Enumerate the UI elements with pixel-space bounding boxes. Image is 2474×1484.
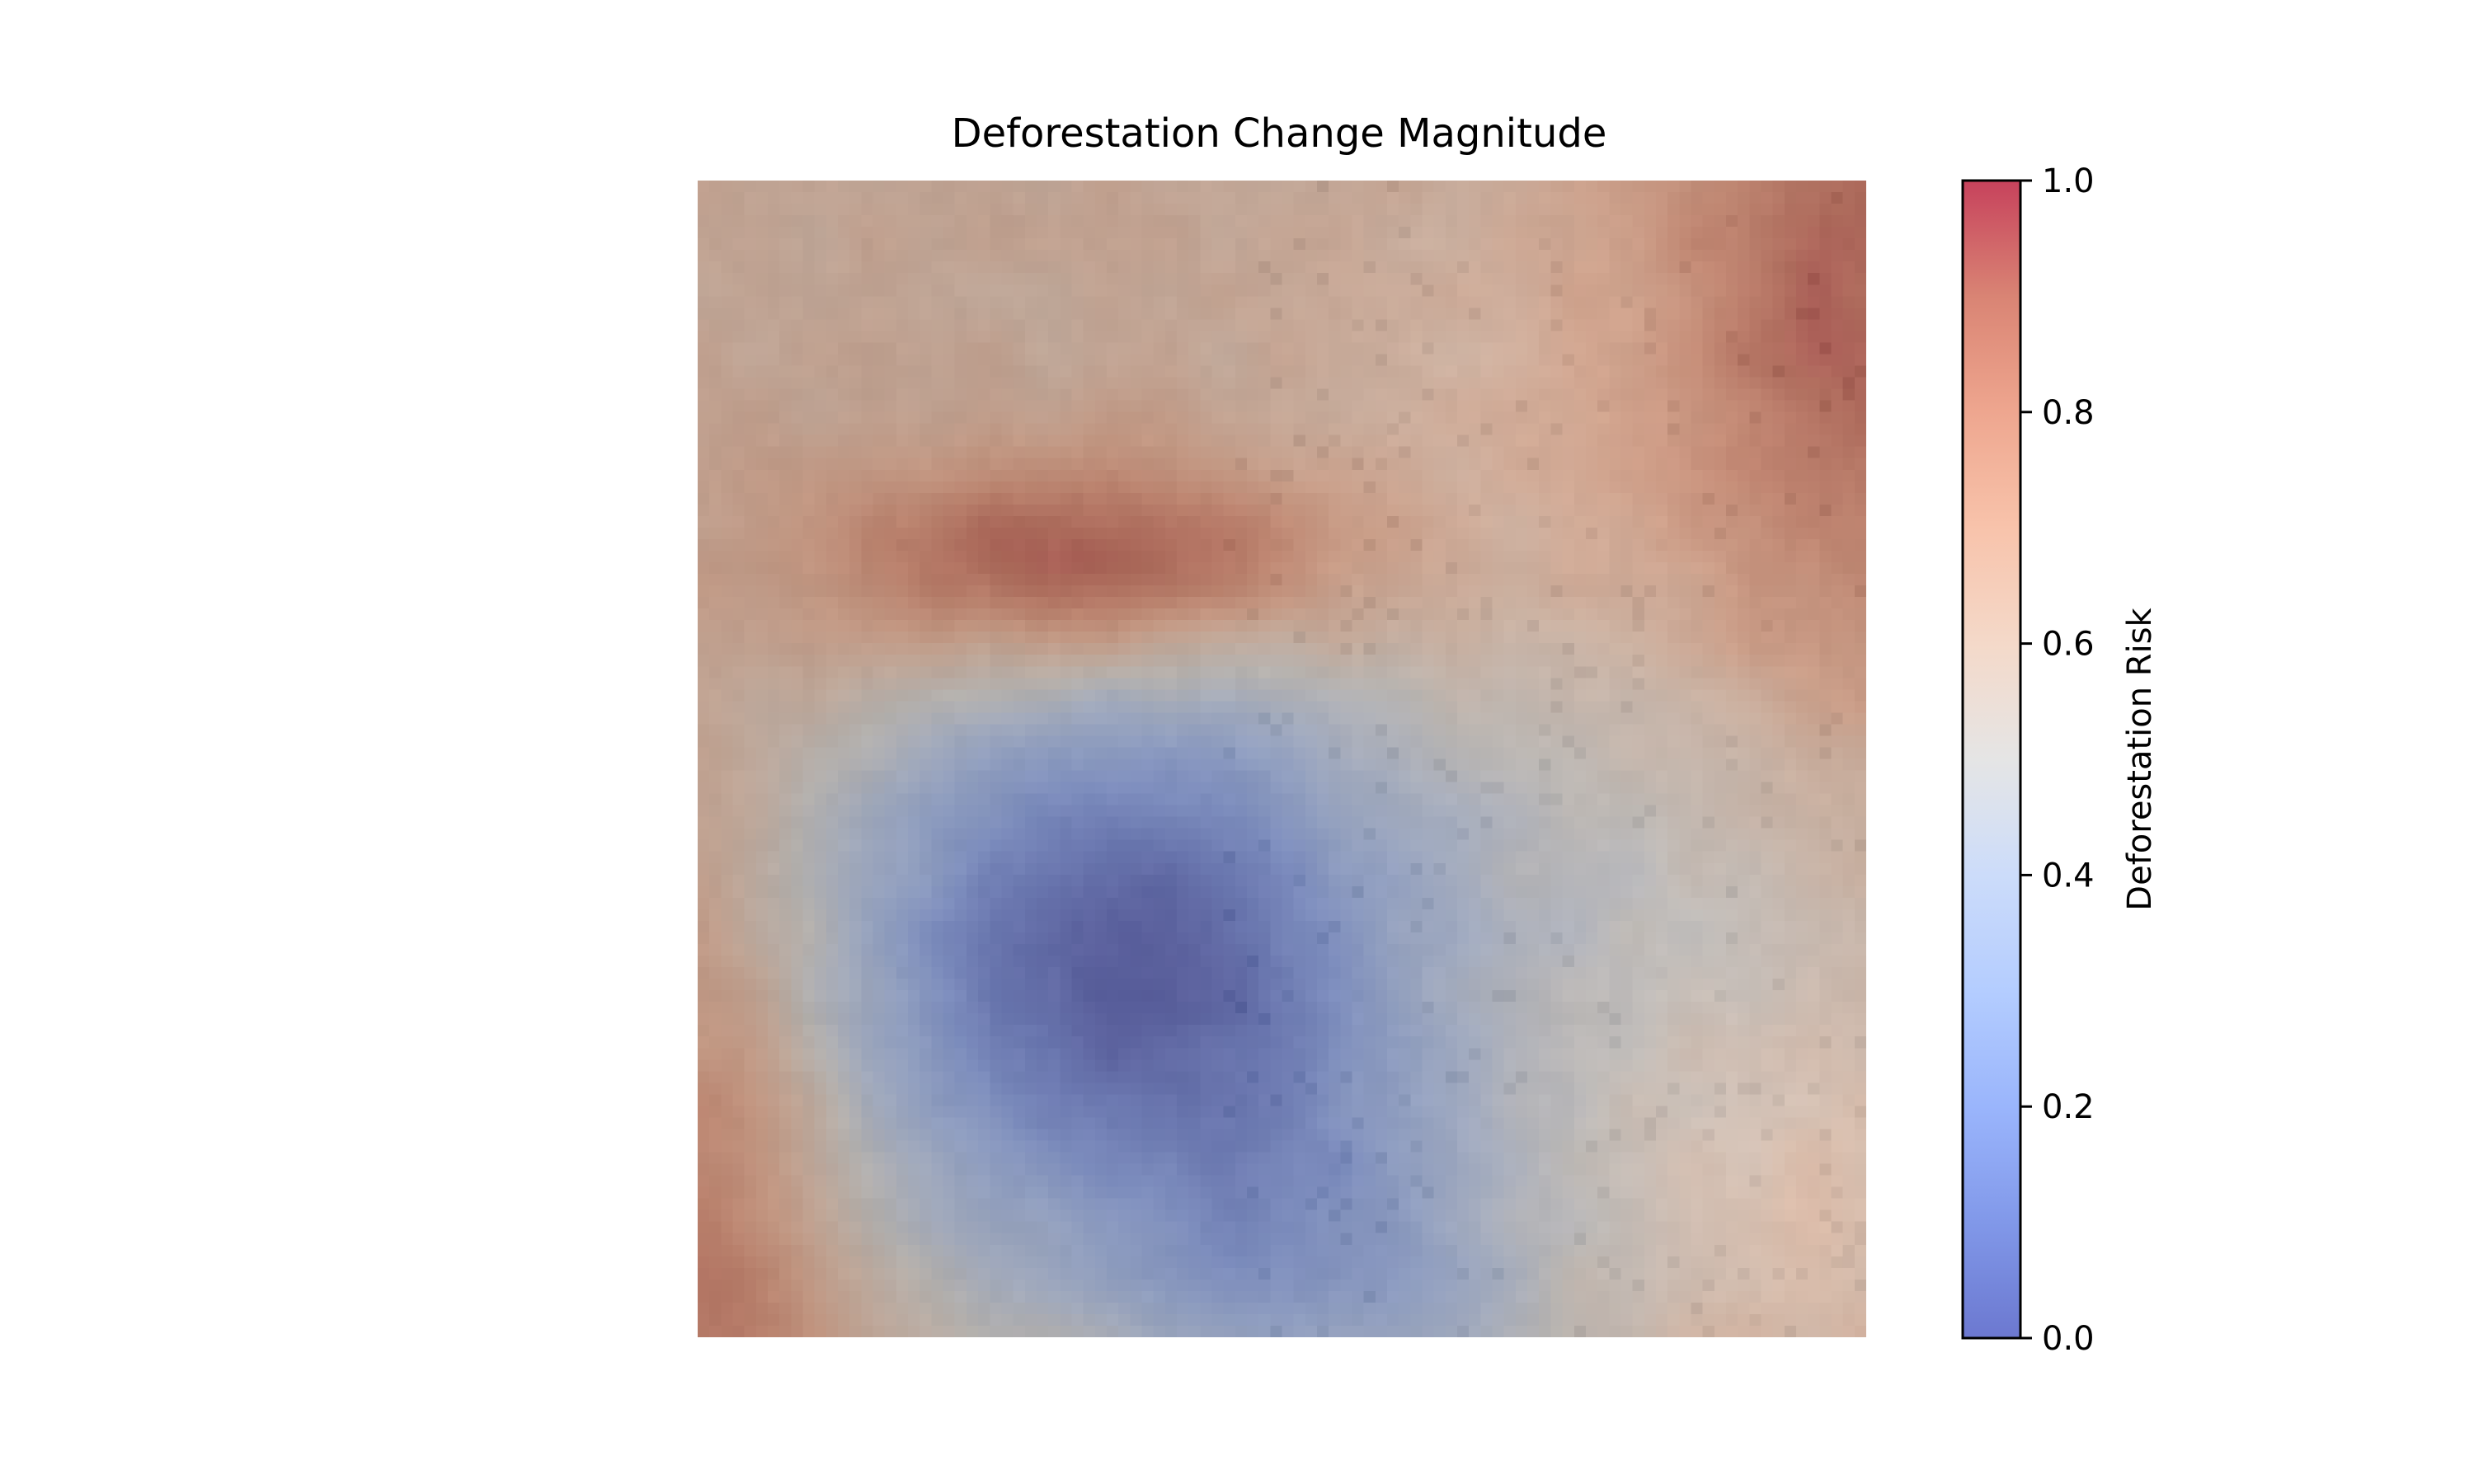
chart-title: Deforestation Change Magnitude bbox=[951, 110, 1607, 157]
colorbar-gradient bbox=[1961, 179, 2022, 1340]
colorbar-tick-label: 0.6 bbox=[2042, 626, 2095, 664]
colorbar-tick-label: 0.8 bbox=[2042, 394, 2095, 432]
colorbar: 0.0 0.2 0.4 0.6 0.8 1.0 Deforestation Risk bbox=[1961, 162, 2159, 1358]
colorbar-tick-label: 1.0 bbox=[2042, 162, 2095, 200]
colorbar-tick-label: 0.2 bbox=[2042, 1088, 2095, 1126]
colorbar-tick-label: 0.4 bbox=[2042, 857, 2095, 895]
heatmap-image bbox=[698, 181, 1866, 1337]
colorbar-label: Deforestation Risk bbox=[2121, 607, 2159, 910]
colorbar-tick-label: 0.0 bbox=[2042, 1320, 2095, 1358]
colorbar-ticks: 0.0 0.2 0.4 0.6 0.8 1.0 bbox=[2020, 162, 2095, 1358]
